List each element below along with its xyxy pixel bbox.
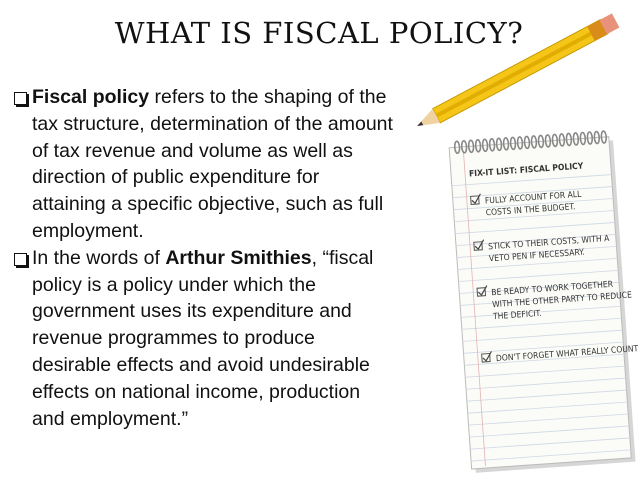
bullet-icon [14, 252, 27, 266]
ruled-line [469, 425, 630, 438]
ruled-line [464, 353, 625, 366]
ruled-line [454, 210, 614, 223]
ruled-line [456, 245, 617, 258]
bold-run: Arthur Smithies [165, 246, 312, 269]
spiral-ring [467, 139, 475, 154]
spiral-ring [530, 135, 538, 149]
check-mark [482, 351, 492, 362]
spiral-ring [460, 139, 468, 154]
ruled-line [470, 437, 630, 450]
spiral-ring [516, 136, 524, 150]
checkbox [473, 241, 483, 251]
text-run: refers to the shaping of the tax structu… [32, 86, 393, 242]
spiral-ring [523, 135, 531, 150]
spiral-ring [593, 130, 601, 145]
bullet-icon [14, 92, 27, 105]
check-mark [471, 193, 481, 205]
ruled-line [466, 389, 627, 402]
pencil [417, 13, 620, 127]
ruled-line [453, 198, 614, 211]
ruled-line [455, 234, 616, 246]
ruled-line [460, 293, 620, 306]
bullet: In the words of Arthur Smithies, “fiscal… [14, 245, 398, 433]
ruled-line [468, 413, 629, 426]
spiral-ring [558, 133, 566, 147]
spiral-ring [579, 131, 587, 146]
spiral-ring [502, 137, 510, 151]
spiral-ring [544, 134, 552, 148]
ruled-line [466, 377, 626, 390]
ruled-line [467, 401, 628, 414]
checkbox [476, 287, 487, 297]
ruled-line [463, 341, 624, 354]
spiral-ring [453, 140, 461, 155]
spiral-ring [537, 134, 545, 149]
spiral-ring [481, 138, 489, 153]
ruled-line [457, 257, 618, 270]
ruled-line [455, 222, 615, 235]
spiral-ring [495, 137, 503, 152]
bullet: Fiscal policy refers to the shaping of t… [14, 84, 398, 245]
ruled-line [462, 329, 623, 342]
ruled-line [460, 305, 621, 318]
checkbox [481, 352, 491, 363]
check-mark [477, 285, 488, 296]
ruled-line [461, 317, 622, 330]
slide-title: WHAT IS FISCAL POLICY? [114, 16, 524, 50]
spiral-ring [509, 136, 517, 151]
spiral-ring [488, 138, 496, 152]
ruled-line [471, 449, 631, 462]
notepad-item: THE DEFICIT. [492, 309, 542, 322]
ruled-line [459, 281, 619, 294]
spiral-ring [600, 130, 608, 144]
ruled-line [465, 365, 625, 378]
spiral-ring [572, 132, 580, 146]
spiral-ring [565, 132, 573, 147]
spiral-ring [551, 133, 559, 148]
text-run: , “fiscal policy is a policy under which… [32, 246, 374, 430]
bold-run: Fiscal policy [32, 86, 150, 108]
text-run: In the words of [32, 246, 166, 269]
checkbox [470, 195, 480, 205]
spiral-ring [586, 131, 594, 145]
ruled-line [451, 174, 612, 187]
ruled-line [458, 269, 619, 282]
bullet-list: Fiscal policy refers to the shaping of t… [14, 84, 398, 432]
spiral-ring [474, 139, 482, 153]
check-mark [474, 239, 485, 250]
